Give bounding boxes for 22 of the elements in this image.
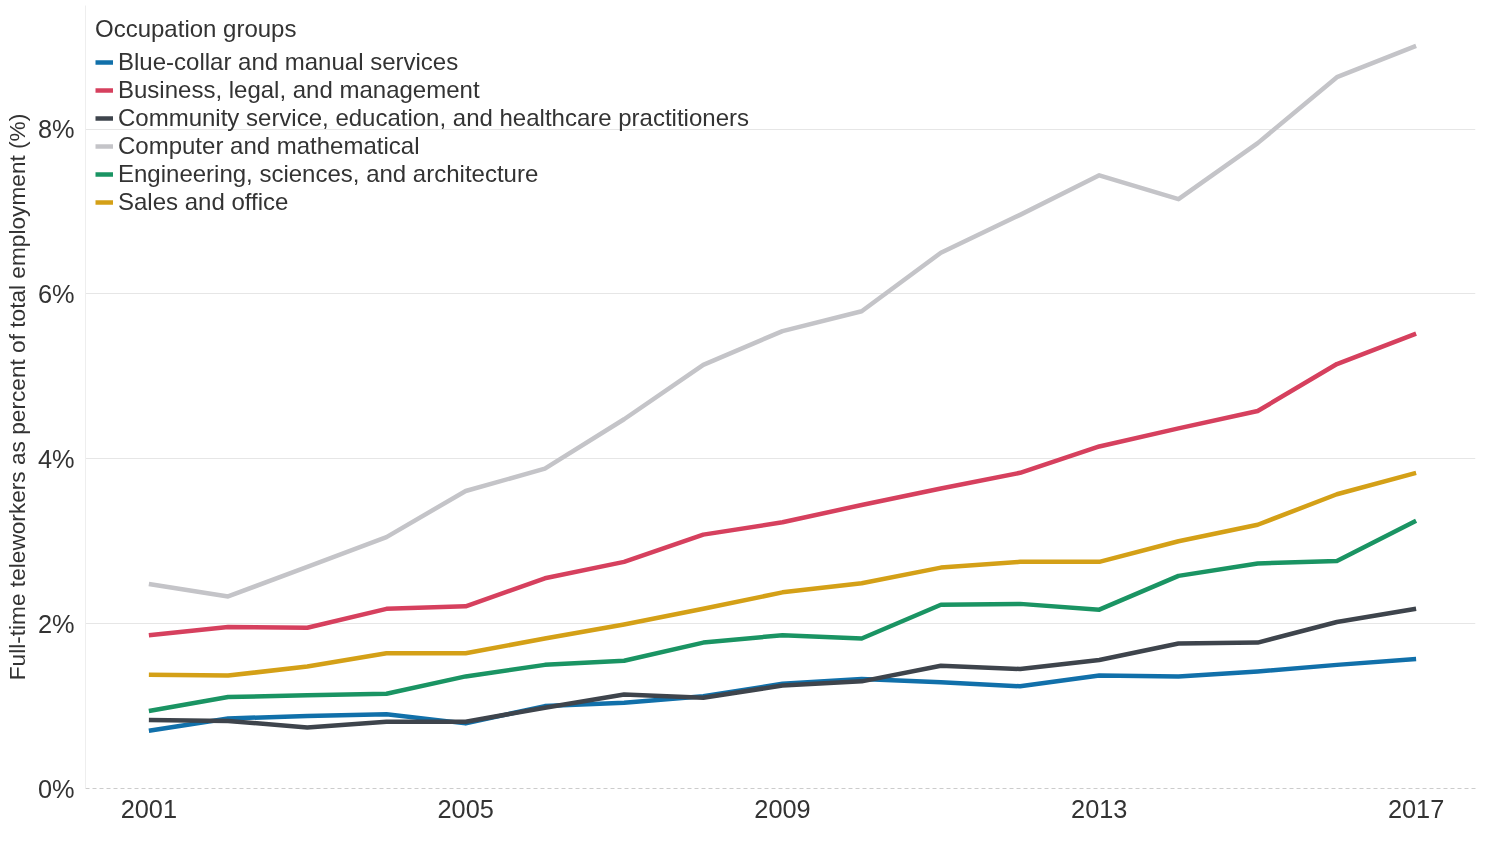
line-series: [146, 606, 1419, 730]
x-tick-label: 2013: [1071, 794, 1128, 823]
legend-label: Business, legal, and management: [118, 76, 480, 104]
line-series: [146, 518, 1419, 714]
legend-label: Community service, education, and healthcare practitioners: [118, 104, 749, 132]
legend-label: Computer and mathematical: [118, 132, 420, 160]
line-series: [146, 470, 1419, 678]
y-tick-label: 0%: [37, 774, 75, 803]
y-axis-title: Full-time teleworkers as percent of total employment (%): [3, 113, 30, 681]
x-tick-label: 2017: [1387, 794, 1445, 823]
y-tick-label: 6%: [37, 279, 75, 308]
legend-title: Occupation groups: [95, 15, 298, 43]
y-tick-label: 2%: [37, 609, 75, 638]
legend-label: Engineering, sciences, and architecture: [118, 160, 539, 188]
legend-label: Sales and office: [118, 188, 289, 216]
y-tick-label: 8%: [37, 115, 75, 144]
y-tick-label: 4%: [37, 444, 75, 473]
x-tick-label: 2009: [754, 794, 811, 823]
line-series: [146, 331, 1419, 638]
x-tick-label: 2005: [437, 794, 494, 823]
x-tick-label: 2001: [120, 794, 178, 823]
legend-label: Blue-collar and manual services: [118, 48, 459, 76]
